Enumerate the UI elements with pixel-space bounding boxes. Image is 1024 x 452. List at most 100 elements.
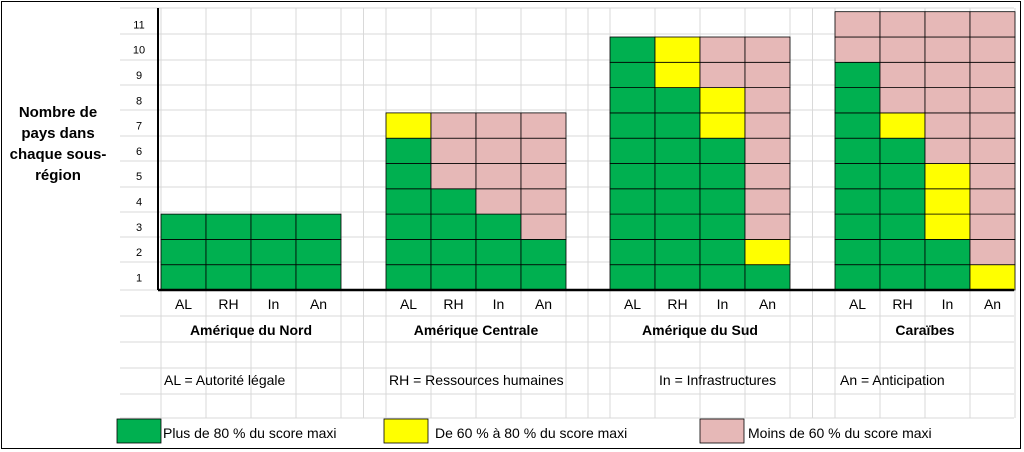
cell-pink [520, 213, 567, 240]
category-label: RH [443, 296, 463, 312]
cell-green [250, 264, 297, 291]
cell-green [385, 137, 432, 164]
cell-pink [969, 11, 1016, 38]
cell-green [609, 61, 656, 88]
cell-green [699, 264, 746, 291]
y-tick-label: 1 [136, 272, 142, 284]
legend-swatch-pink [699, 418, 745, 444]
cell-green [430, 213, 477, 240]
cell-green [699, 137, 746, 164]
cell-pink [430, 137, 477, 164]
cell-yellow [924, 163, 971, 190]
cell-pink [475, 163, 522, 190]
cell-pink [520, 163, 567, 190]
category-label: In [942, 296, 954, 312]
group-name: Caraïbes [895, 322, 954, 338]
cell-green [654, 213, 701, 240]
cell-pink [969, 61, 1016, 88]
y-tick-label: 4 [136, 196, 142, 208]
cell-pink [834, 11, 881, 38]
cell-green [430, 238, 477, 266]
cell-pink [520, 112, 567, 139]
cell-pink [520, 137, 567, 164]
cell-green [520, 264, 567, 291]
cell-pink [969, 112, 1016, 139]
cell-green [879, 163, 926, 190]
group-name: Amérique du Nord [190, 322, 312, 338]
cell-pink [430, 163, 477, 190]
cell-green [654, 87, 701, 114]
y-tick-label: 6 [136, 146, 142, 158]
cell-green [520, 238, 567, 266]
cell-green [430, 188, 477, 215]
cell-green [834, 213, 881, 240]
cell-green [609, 36, 656, 63]
cell-yellow [654, 36, 701, 63]
cell-pink [924, 11, 971, 38]
cell-pink [924, 61, 971, 88]
category-label: AL [849, 296, 866, 312]
cell-green [205, 238, 252, 266]
legend-pink-label: Moins de 60 % du score maxi [748, 425, 932, 441]
cell-green [475, 238, 522, 266]
cell-green [654, 163, 701, 190]
abbr-in: In = Infrastructures [659, 372, 777, 388]
category-label: An [535, 296, 552, 312]
cell-green [250, 213, 297, 240]
cell-yellow [654, 61, 701, 88]
cell-yellow [879, 112, 926, 139]
cell-green [699, 188, 746, 215]
cell-green [699, 238, 746, 266]
cell-green [699, 213, 746, 240]
y-tick-label: 5 [136, 171, 142, 183]
category-label: AL [624, 296, 641, 312]
cell-green [475, 213, 522, 240]
cell-pink [924, 137, 971, 164]
cell-pink [744, 213, 791, 240]
cell-pink [969, 238, 1016, 266]
category-label: RH [218, 296, 238, 312]
y-tick-label: 7 [136, 121, 142, 133]
cell-green [609, 264, 656, 291]
cell-yellow [385, 112, 432, 139]
cell-pink [879, 61, 926, 88]
cell-pink [969, 213, 1016, 240]
y-tick-label: 9 [136, 70, 142, 82]
cell-pink [475, 112, 522, 139]
cell-green [834, 188, 881, 215]
cell-pink [879, 11, 926, 38]
y-tick-label: 8 [136, 95, 142, 107]
cell-pink [744, 87, 791, 114]
cell-pink [969, 188, 1016, 215]
cell-green [654, 264, 701, 291]
cell-yellow [969, 264, 1016, 291]
cell-green [295, 213, 342, 240]
category-label: RH [892, 296, 912, 312]
cell-green [654, 238, 701, 266]
cell-green [879, 188, 926, 215]
cell-green [295, 238, 342, 266]
cell-green [160, 238, 207, 266]
cell-green [834, 112, 881, 139]
cell-green [834, 238, 881, 266]
cell-pink [475, 188, 522, 215]
cell-pink [744, 112, 791, 139]
cell-green [205, 264, 252, 291]
cell-green [160, 213, 207, 240]
cell-green [654, 188, 701, 215]
cell-green [834, 163, 881, 190]
category-label: In [268, 296, 280, 312]
cell-yellow [699, 87, 746, 114]
cell-green [654, 137, 701, 164]
cell-green [609, 163, 656, 190]
category-label: In [493, 296, 505, 312]
cell-green [879, 137, 926, 164]
cell-pink [969, 137, 1016, 164]
y-axis-label: Nombre de pays dans chaque sous-région [9, 104, 107, 184]
cell-pink [699, 61, 746, 88]
cell-green [385, 213, 432, 240]
cell-green [834, 61, 881, 88]
cell-pink [879, 87, 926, 114]
